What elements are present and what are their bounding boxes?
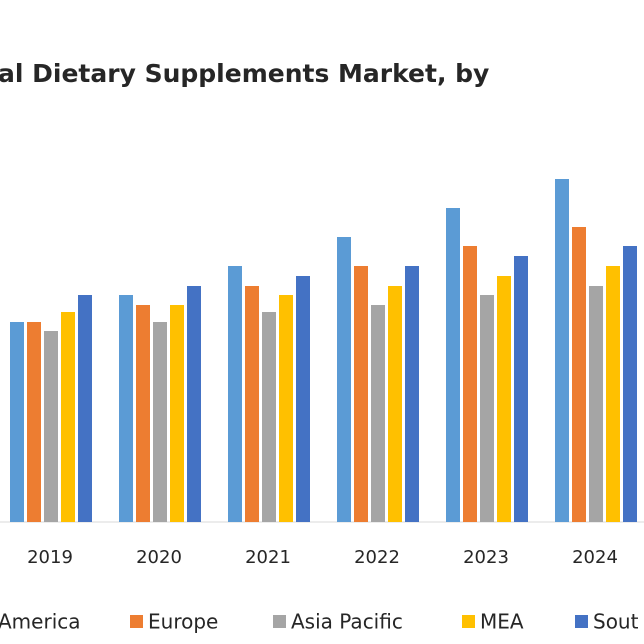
bar xyxy=(606,266,620,522)
bar xyxy=(405,266,419,522)
bar xyxy=(245,286,259,522)
legend-label: Sout xyxy=(593,610,639,634)
bar xyxy=(371,305,385,522)
bar xyxy=(480,295,494,522)
x-tick-label: 2022 xyxy=(354,547,400,568)
bar xyxy=(296,276,310,522)
legend-swatch xyxy=(130,615,143,628)
chart-title: al Dietary Supplements Market, by xyxy=(0,59,489,88)
legend-label: MEA xyxy=(480,610,524,634)
legend-swatch xyxy=(462,615,475,628)
x-tick-label: 2020 xyxy=(136,547,182,568)
legend-swatch xyxy=(273,615,286,628)
bar xyxy=(10,322,24,522)
bar xyxy=(388,286,402,522)
bar xyxy=(572,227,586,522)
legend-label: Asia Pacific xyxy=(291,610,403,634)
bar xyxy=(153,322,167,522)
bar xyxy=(354,266,368,522)
legend-swatch xyxy=(575,615,588,628)
bar xyxy=(589,286,603,522)
x-tick-label: 2024 xyxy=(572,547,618,568)
bar xyxy=(78,295,92,522)
bar xyxy=(61,312,75,522)
bar xyxy=(170,305,184,522)
x-tick-label: 2021 xyxy=(245,547,291,568)
x-tick-label: 2023 xyxy=(463,547,509,568)
x-tick-label: 2019 xyxy=(27,547,73,568)
bar xyxy=(228,266,242,522)
bar xyxy=(44,331,58,522)
bar xyxy=(136,305,150,522)
legend-label: Europe xyxy=(148,610,218,634)
bar xyxy=(27,322,41,522)
bar xyxy=(119,295,133,522)
bar xyxy=(337,237,351,522)
legend-label: America xyxy=(0,610,81,634)
bar xyxy=(463,246,477,522)
bar xyxy=(262,312,276,522)
bar xyxy=(187,286,201,522)
bar xyxy=(623,246,637,522)
bar xyxy=(514,256,528,522)
bar xyxy=(279,295,293,522)
bar xyxy=(497,276,511,522)
bar xyxy=(555,179,569,522)
bar xyxy=(446,208,460,522)
